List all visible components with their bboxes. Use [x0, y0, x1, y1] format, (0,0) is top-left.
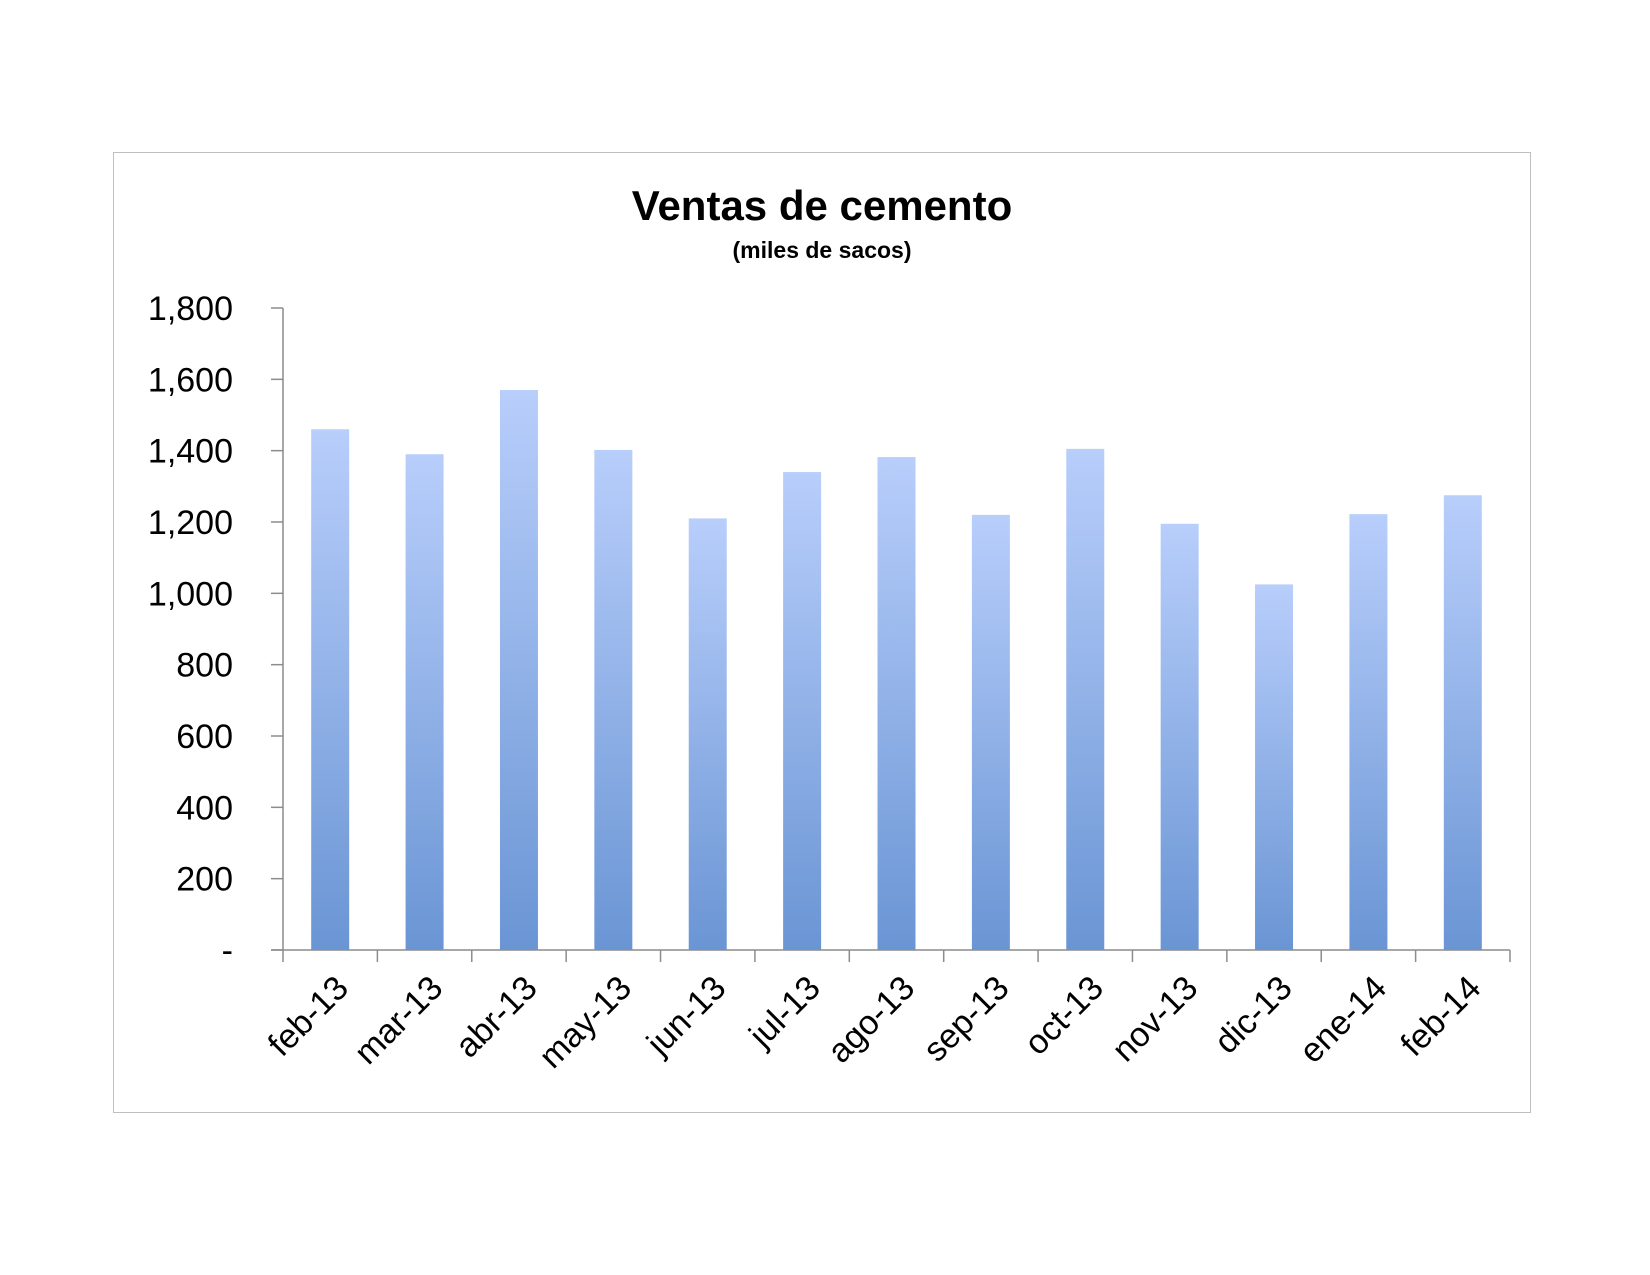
x-tick-label: feb-14 — [1393, 969, 1488, 1064]
bar-feb-13 — [311, 429, 350, 950]
y-tick-label: 1,800 — [148, 290, 233, 328]
bar-feb-14 — [1443, 495, 1482, 950]
bar-dic-13 — [1255, 584, 1294, 950]
x-tick-label: jul-13 — [741, 969, 827, 1055]
y-tick-label: 800 — [176, 647, 233, 685]
bar-nov-13 — [1160, 523, 1199, 950]
bar-mar-13 — [405, 454, 444, 950]
bar-sep-13 — [971, 514, 1010, 950]
bar-ene-14 — [1349, 514, 1388, 950]
x-tick-label: abr-13 — [448, 969, 544, 1065]
bars — [311, 390, 1482, 950]
y-tick-label: 1,000 — [148, 575, 233, 613]
chart-title: Ventas de cemento — [632, 182, 1012, 229]
x-tick-label: sep-13 — [916, 969, 1016, 1069]
y-tick-label: 1,200 — [148, 504, 233, 542]
x-tick-label: dic-13 — [1207, 969, 1299, 1061]
bar-oct-13 — [1066, 448, 1105, 950]
x-tick-label: nov-13 — [1105, 969, 1205, 1069]
x-tick-label: may-13 — [532, 969, 639, 1076]
bar-abr-13 — [499, 390, 538, 950]
y-tick-label: 400 — [176, 789, 233, 827]
bar-may-13 — [594, 449, 633, 950]
x-tick-label: jun-13 — [639, 969, 733, 1063]
y-tick-label: 200 — [176, 861, 233, 899]
x-tick-label: ago-13 — [820, 969, 922, 1071]
y-tick-label: 1,400 — [148, 433, 233, 471]
bar-ago-13 — [877, 457, 916, 950]
y-tick-label: 1,600 — [148, 361, 233, 399]
x-tick-label: mar-13 — [347, 969, 450, 1072]
bar-jul-13 — [783, 472, 822, 950]
x-tick-label: oct-13 — [1017, 969, 1111, 1063]
x-tick-label: ene-14 — [1292, 969, 1394, 1071]
y-tick-label: 600 — [176, 718, 233, 756]
chart-subtitle: (miles de sacos) — [733, 237, 912, 263]
chart-frame — [113, 152, 1531, 1113]
x-tick-label: feb-13 — [261, 969, 356, 1064]
bar-jun-13 — [688, 518, 727, 950]
y-tick-labels: - 200 400 600 800 1,000 1,200 1,400 1,600 1,800 — [148, 290, 233, 970]
y-tick-label: - — [222, 932, 233, 970]
